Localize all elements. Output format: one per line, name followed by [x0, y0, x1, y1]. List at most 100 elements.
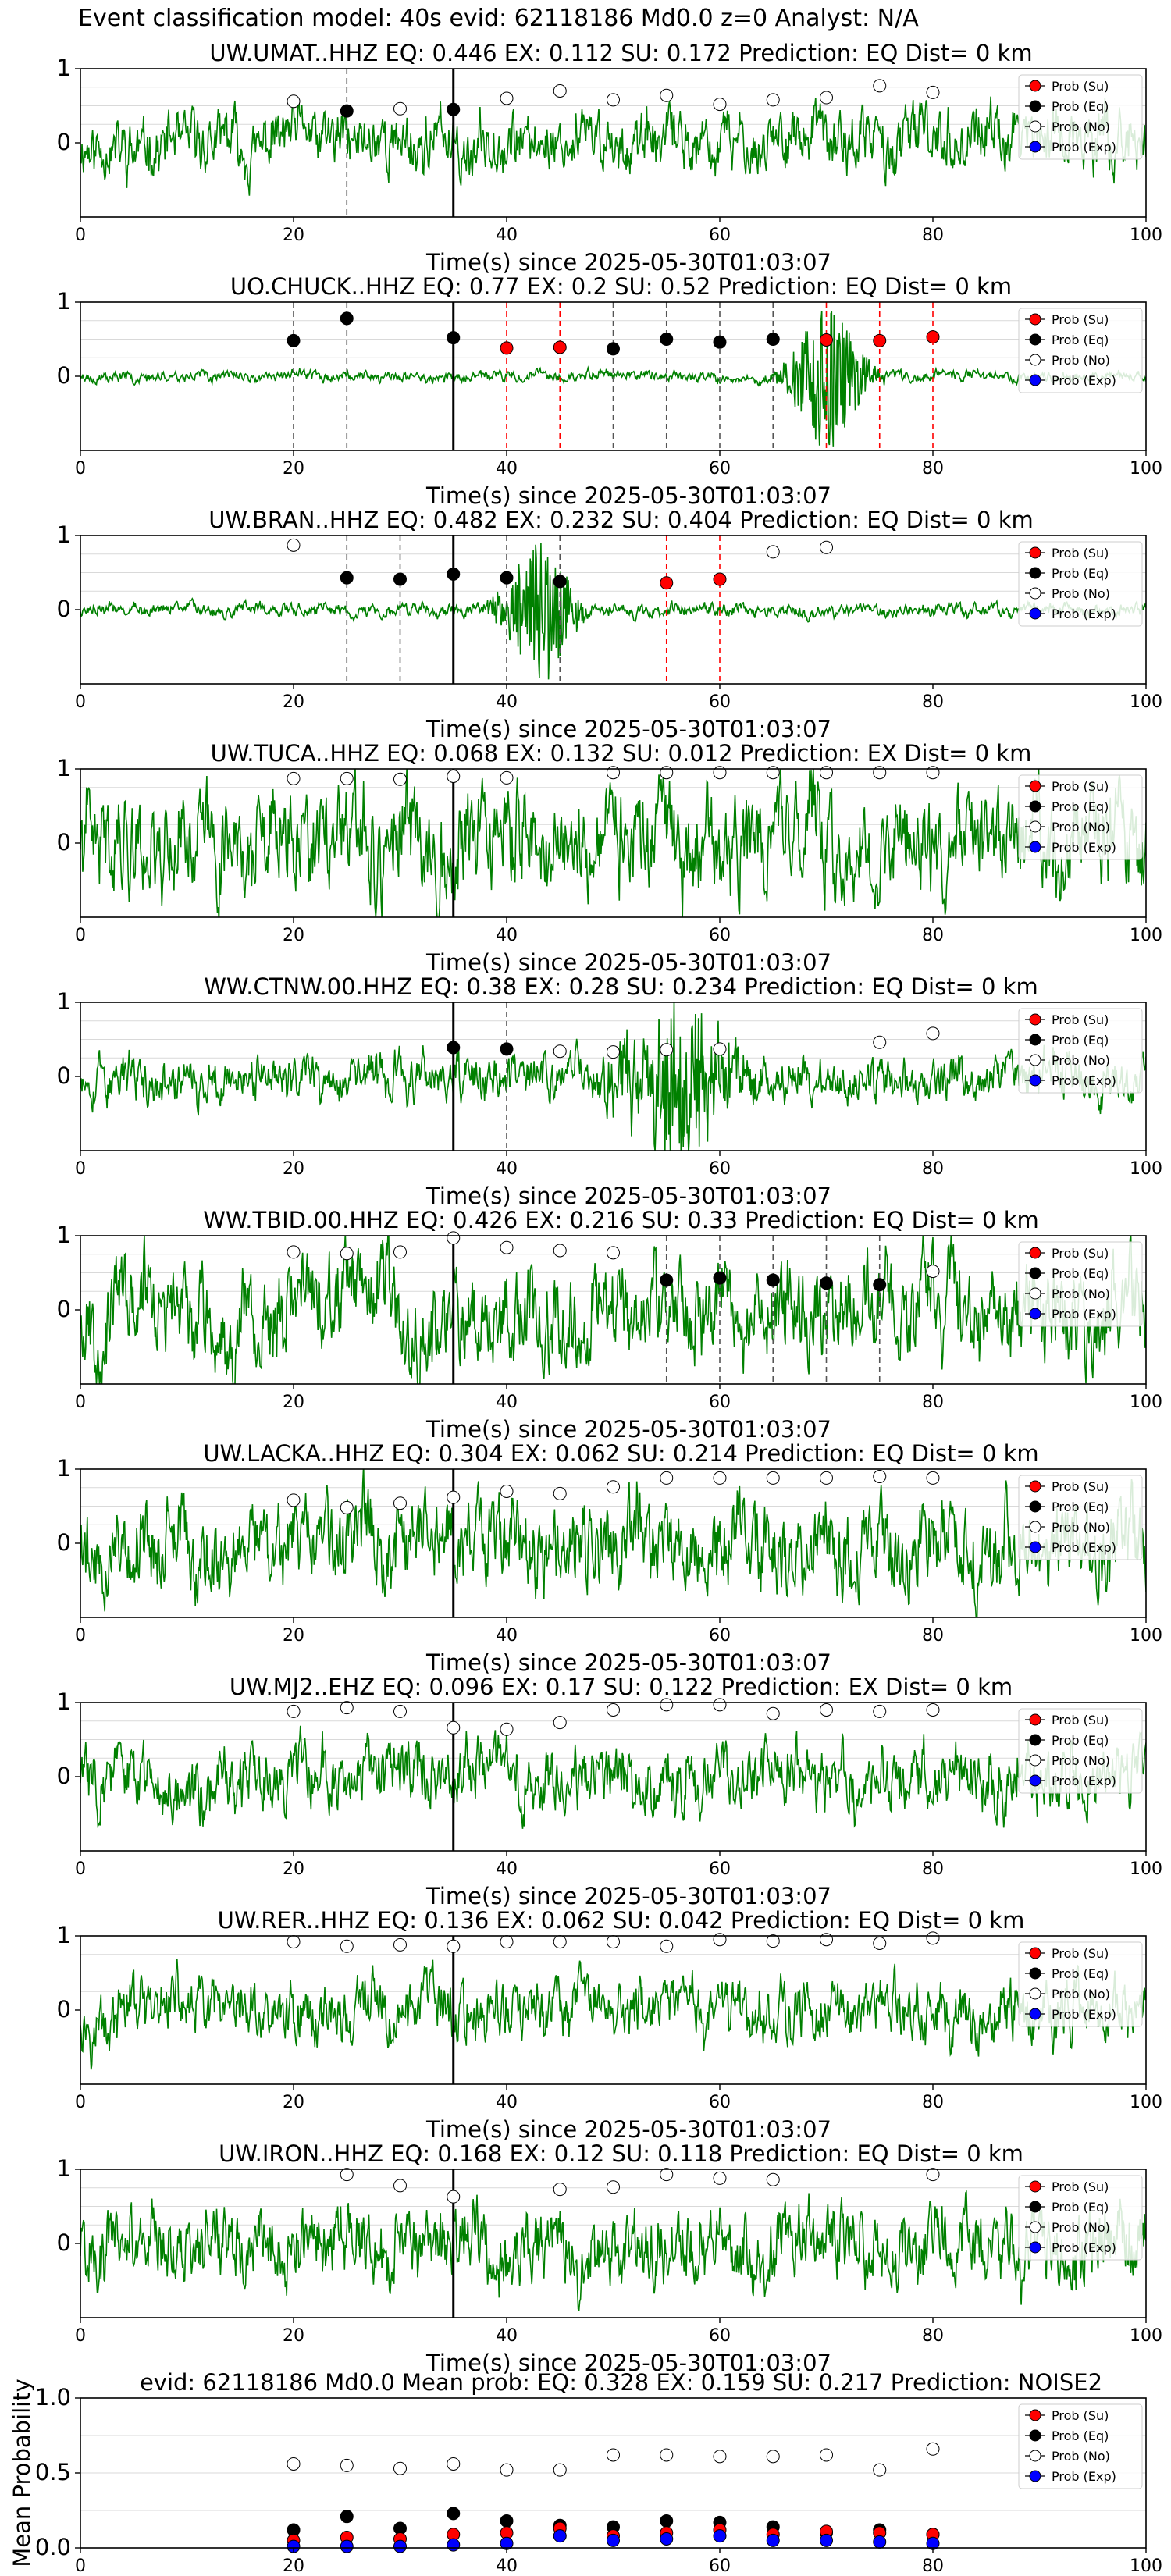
prob-point-eq — [553, 575, 567, 589]
y-tick-label: 1 — [57, 2155, 71, 2182]
prob-point-eq — [713, 335, 727, 349]
legend-box — [1018, 1475, 1143, 1560]
legend-label-exp: Prob (Exp) — [1052, 1540, 1116, 1555]
prob-point-no — [766, 545, 780, 559]
legend-label-eq: Prob (Eq) — [1052, 1966, 1109, 1981]
x-tick-label: 0 — [75, 226, 86, 245]
mean-point-no — [553, 2463, 567, 2477]
legend-label-exp: Prob (Exp) — [1052, 373, 1116, 388]
mean-point-no — [766, 2450, 780, 2464]
prob-point-no — [553, 1044, 567, 1059]
prob-point-eq — [447, 1041, 461, 1055]
prob-point-eq — [660, 1273, 674, 1287]
prob-point-no — [766, 1934, 780, 1948]
prob-point-no — [926, 1471, 940, 1485]
prob-point-no — [926, 766, 940, 780]
legend-label-no: Prob (No) — [1052, 820, 1110, 834]
x-tick-label: 60 — [709, 692, 731, 712]
legend-marker-su — [1029, 313, 1041, 326]
prob-point-no — [553, 1486, 567, 1500]
prob-point-no — [926, 1265, 940, 1279]
legend-marker-no — [1029, 1054, 1041, 1066]
legend-marker-no — [1029, 1521, 1041, 1533]
legend-marker-exp — [1029, 2008, 1041, 2020]
y-tick-label: 0 — [57, 1296, 71, 1322]
x-tick-label: 60 — [709, 2326, 731, 2346]
legend-marker-exp — [1029, 2241, 1041, 2254]
prob-point-no — [926, 2168, 940, 2182]
prob-point-no — [393, 772, 407, 786]
prob-point-no — [393, 101, 407, 116]
prob-point-eq — [447, 102, 461, 116]
prob-point-eq — [287, 333, 301, 347]
legend-label-eq: Prob (Eq) — [1052, 2200, 1109, 2215]
legend-label-su: Prob (Su) — [1052, 1479, 1109, 1494]
legend-label-su: Prob (Su) — [1052, 779, 1109, 794]
legend-marker-su — [1029, 1947, 1041, 1959]
mean-point-exp — [820, 2533, 833, 2547]
prob-point-no — [820, 91, 833, 105]
legend-label-no: Prob (No) — [1052, 2220, 1110, 2235]
x-tick-label: 100 — [1130, 926, 1162, 945]
mean-point-no — [393, 2461, 407, 2475]
prob-point-no — [873, 766, 887, 780]
legend-box — [1018, 1008, 1143, 1094]
y-tick-label: 0 — [57, 1062, 71, 1089]
mean-point-no — [820, 2448, 833, 2462]
legend-label-eq: Prob (Eq) — [1052, 1733, 1109, 1748]
legend-box — [1018, 1941, 1143, 2027]
x-tick-label: 20 — [283, 1159, 304, 1179]
prob-point-su — [820, 333, 833, 347]
x-tick-label: 100 — [1130, 226, 1162, 245]
legend-marker-su — [1029, 546, 1041, 559]
prob-point-eq — [607, 342, 620, 356]
prob-point-no — [447, 1720, 461, 1735]
mean-point-exp — [713, 2529, 727, 2543]
x-tick-label: 20 — [283, 1626, 304, 1646]
panel-title: WW.CTNW.00.HHZ EQ: 0.38 EX: 0.28 SU: 0.2… — [204, 973, 1038, 1000]
x-tick-label: 80 — [922, 1859, 944, 1879]
prob-point-no — [713, 98, 727, 112]
x-tick-label: 40 — [496, 2556, 518, 2576]
prob-point-no — [553, 2183, 567, 2197]
legend-box — [1018, 1708, 1143, 1794]
panel-title: UW.BRAN..HHZ EQ: 0.482 EX: 0.232 SU: 0.4… — [208, 507, 1034, 533]
prob-point-no — [766, 1471, 780, 1485]
mean-point-eq — [500, 2514, 514, 2528]
legend-label-su: Prob (Su) — [1052, 1713, 1109, 1727]
waveform-trace — [80, 2190, 1146, 2311]
mean-point-no — [500, 2463, 514, 2477]
prob-point-no — [660, 88, 674, 102]
prob-point-su — [926, 330, 940, 344]
y-tick-label: 0 — [57, 129, 71, 155]
mean-point-eq — [447, 2507, 461, 2521]
prob-point-no — [607, 1703, 620, 1717]
x-tick-label: 40 — [496, 2093, 518, 2112]
prob-point-no — [287, 1704, 301, 1718]
legend-box — [1018, 541, 1143, 627]
prob-point-no — [607, 1935, 620, 1949]
prob-point-no — [447, 1490, 461, 1504]
mean-point-eq — [340, 2510, 354, 2524]
legend-marker-su — [1029, 2180, 1041, 2193]
y-tick-label: 0 — [57, 1529, 71, 1556]
y-tick-label: 0 — [57, 2229, 71, 2256]
x-axis-label: Time(s) since 2025-05-30T01:03:07 — [425, 2350, 831, 2376]
x-tick-label: 100 — [1130, 2326, 1162, 2346]
mean-point-exp — [766, 2533, 780, 2547]
legend-marker-no — [1029, 354, 1041, 366]
prob-point-no — [660, 2168, 674, 2182]
legend-label-eq: Prob (Eq) — [1052, 1033, 1109, 1048]
x-tick-label: 100 — [1130, 692, 1162, 712]
x-axis-label: Time(s) since 2025-05-30T01:03:07 — [425, 482, 831, 509]
prob-point-no — [873, 1470, 887, 1483]
prob-point-no — [660, 766, 674, 780]
legend-marker-no — [1029, 1754, 1041, 1767]
x-tick-label: 60 — [709, 1859, 731, 1879]
x-tick-label: 100 — [1130, 1626, 1162, 1646]
prob-point-no — [340, 1701, 354, 1715]
prob-point-no — [447, 1231, 461, 1245]
mean-point-no — [660, 2448, 674, 2462]
legend-marker-su — [1029, 2409, 1041, 2421]
